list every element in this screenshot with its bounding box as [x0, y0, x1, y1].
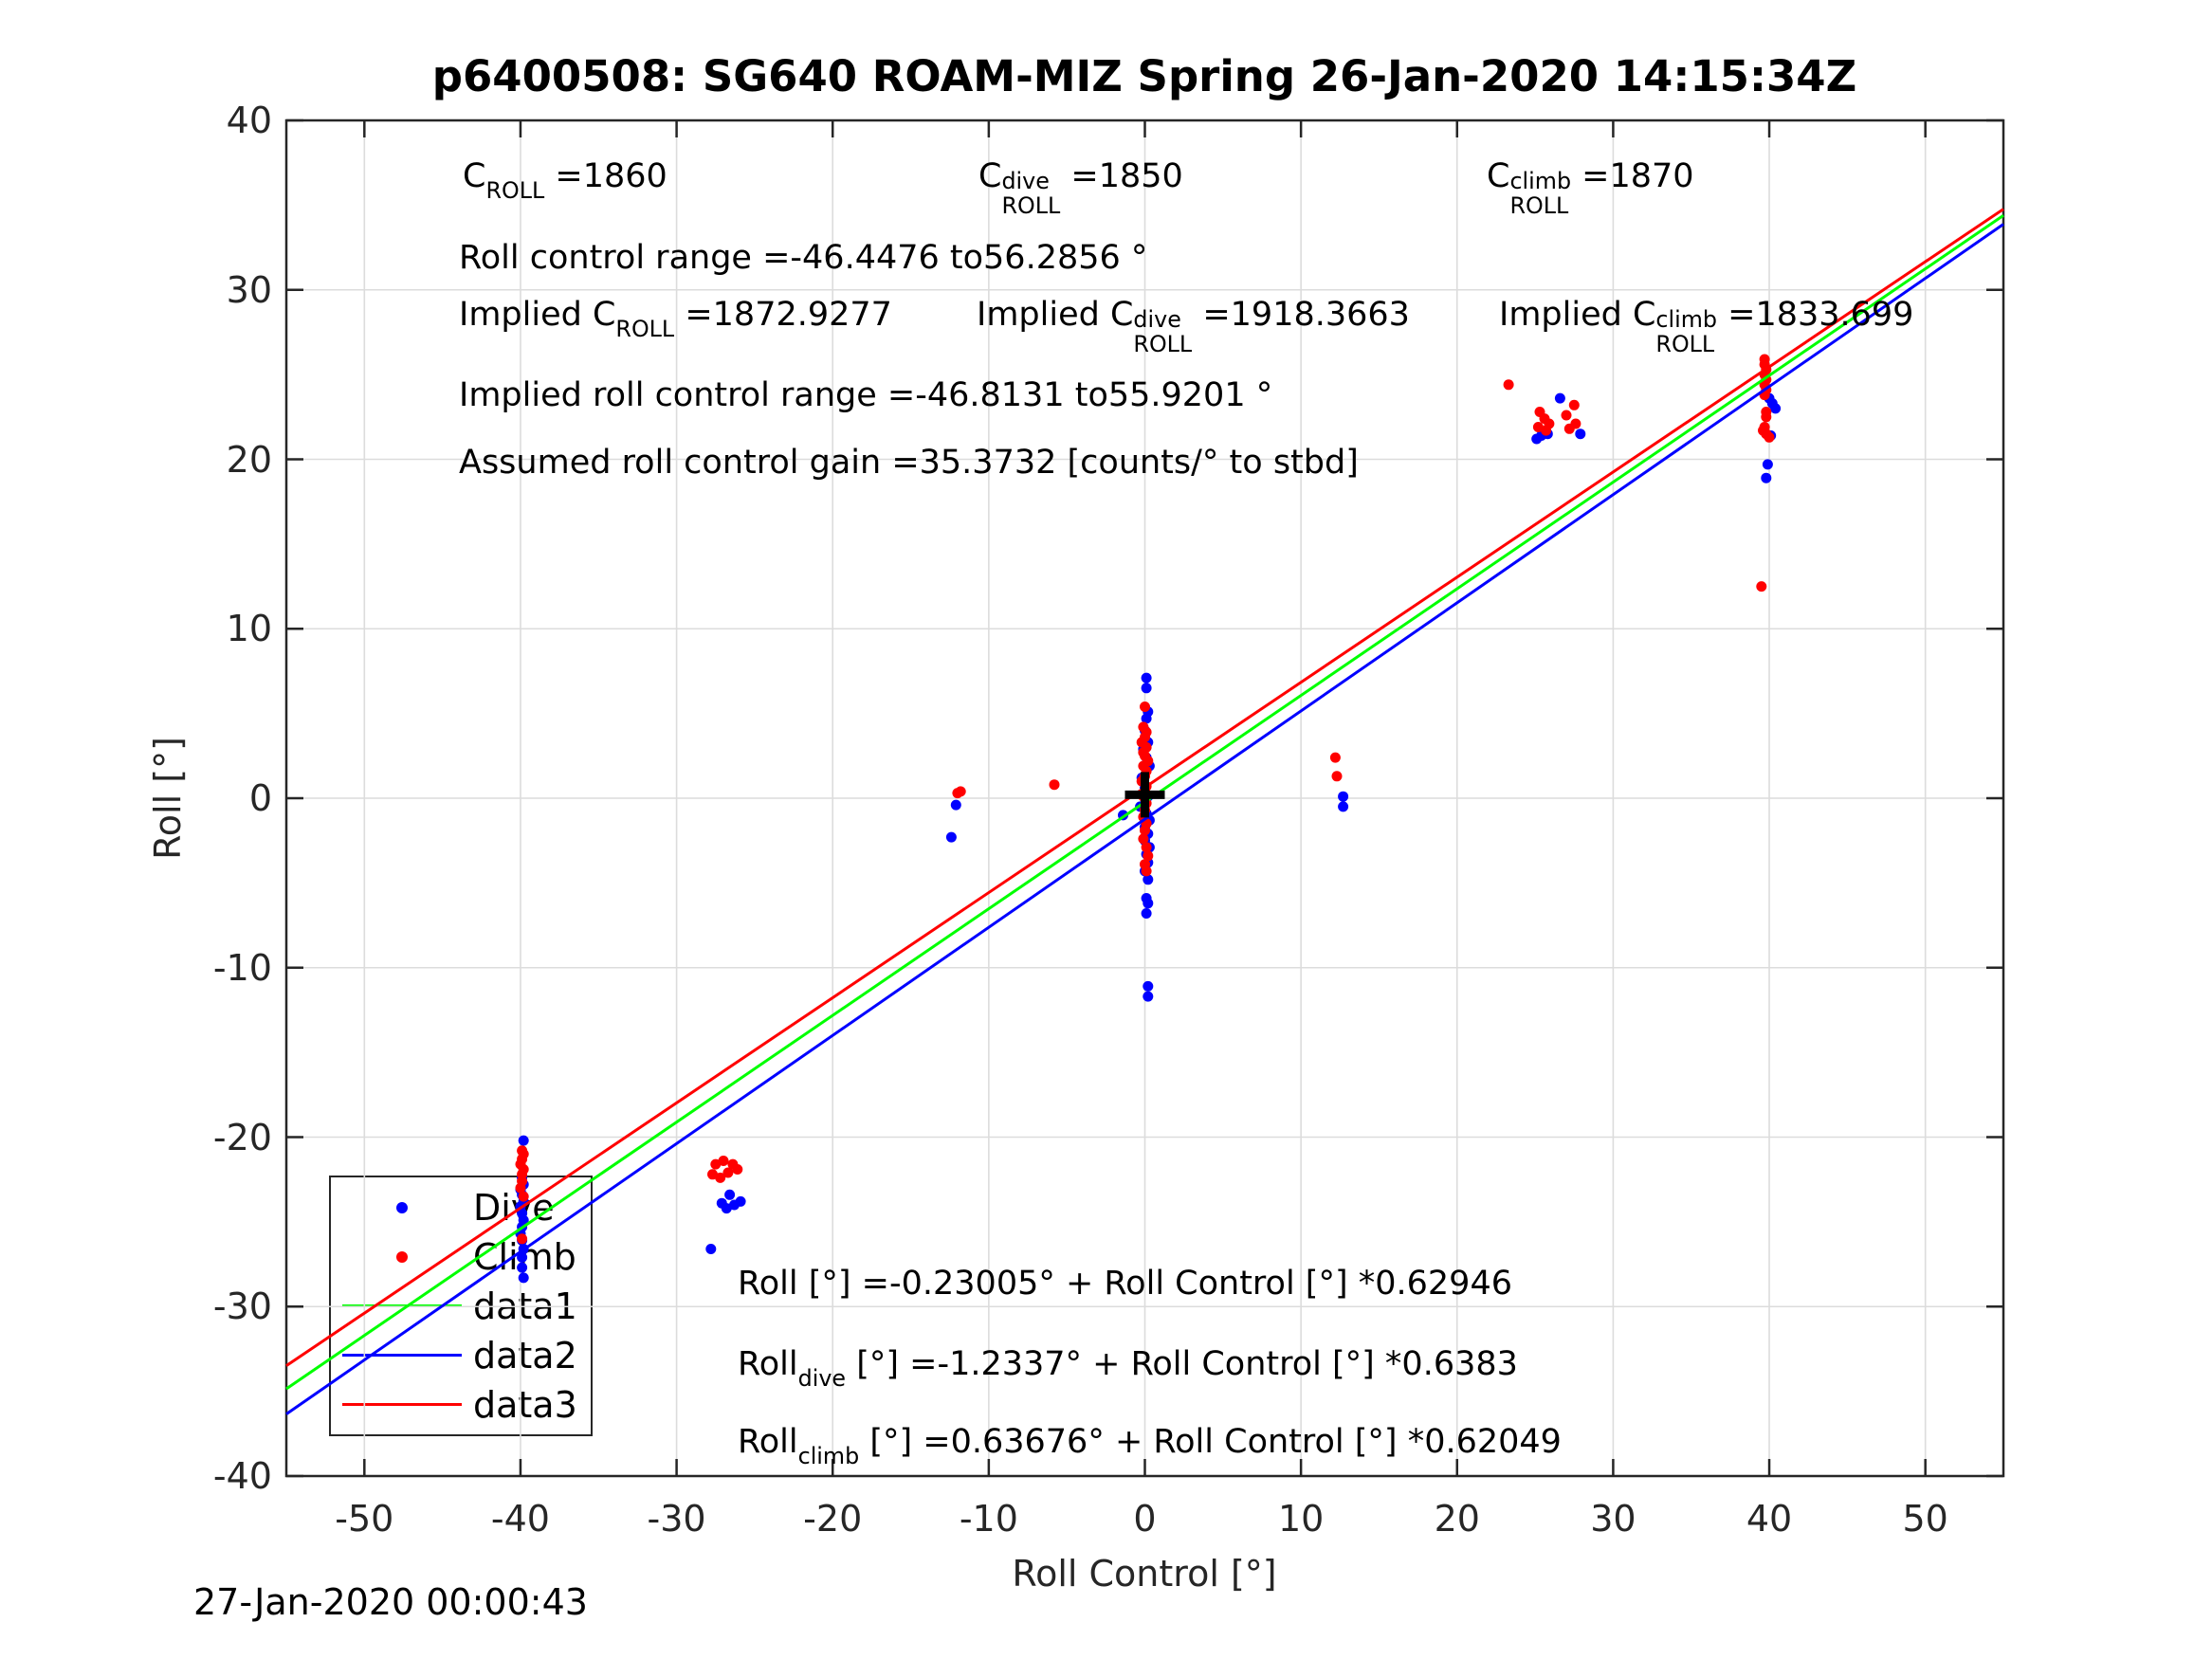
- climb-point: [518, 1191, 529, 1202]
- dive-point: [1338, 791, 1349, 802]
- climb-point: [1563, 423, 1575, 434]
- y-tick-label: 30: [226, 268, 272, 311]
- climb-point: [1329, 752, 1341, 763]
- dive-point: [517, 1251, 528, 1263]
- x-tick-label: 30: [1590, 1498, 1636, 1540]
- legend-item-data2: data2: [331, 1331, 591, 1380]
- climb-point: [1764, 431, 1775, 443]
- climb-point: [1568, 399, 1580, 410]
- climb-point: [1561, 410, 1572, 421]
- annotation: CROLL =1860: [463, 157, 667, 204]
- dive-point: [1575, 428, 1586, 440]
- y-tick-label: -10: [212, 946, 272, 989]
- timestamp: 27-Jan-2020 00:00:43: [193, 1581, 588, 1623]
- y-tick-label: 20: [226, 438, 272, 481]
- x-tick-label: 0: [1133, 1498, 1157, 1540]
- dive-point: [1761, 472, 1772, 483]
- fit-line-data2: [285, 223, 2004, 1415]
- climb-point: [1141, 842, 1152, 853]
- x-tick-label: 20: [1434, 1498, 1480, 1540]
- climb-point: [718, 1156, 729, 1166]
- climb-point: [1049, 779, 1060, 791]
- legend-label: data3: [473, 1383, 577, 1426]
- legend-dot-marker: [331, 1250, 473, 1263]
- y-tick-label: 0: [248, 777, 272, 819]
- dive-point: [1141, 713, 1152, 724]
- climb-point: [1138, 833, 1149, 845]
- dive-point: [518, 1272, 529, 1284]
- climb-point: [1503, 379, 1514, 391]
- climb-point: [515, 1182, 526, 1194]
- dive-point: [735, 1195, 746, 1207]
- x-tick-label: 10: [1277, 1498, 1325, 1540]
- dive-point: [950, 799, 961, 811]
- annotation: Roll [°] =-0.23005° + Roll Control [°] *…: [738, 1265, 1512, 1303]
- y-tick-label: 40: [226, 100, 272, 141]
- climb-point: [722, 1167, 734, 1178]
- legend-line-marker: [331, 1403, 473, 1406]
- legend-line-marker: [331, 1354, 473, 1357]
- dive-point: [1141, 672, 1152, 684]
- climb-point: [732, 1164, 743, 1175]
- dive-point: [1143, 980, 1154, 992]
- annotation: Assumed roll control gain =35.3732 [coun…: [459, 444, 1359, 482]
- climb-point: [1140, 825, 1150, 836]
- climb-point: [715, 1172, 726, 1183]
- dive-point: [1143, 874, 1154, 885]
- y-tick-label: 10: [226, 608, 272, 650]
- x-tick-label: -20: [803, 1498, 863, 1540]
- annotation: Rolldive [°] =-1.2337° + Roll Control [°…: [738, 1345, 1518, 1392]
- dive-point: [1141, 683, 1152, 694]
- x-axis-label: Roll Control [°]: [1012, 1553, 1277, 1595]
- climb-point: [710, 1158, 722, 1170]
- climb-point: [955, 786, 966, 797]
- dive-point: [945, 831, 957, 843]
- dive-point: [518, 1135, 529, 1146]
- climb-point: [707, 1169, 718, 1180]
- climb-point: [1143, 850, 1154, 862]
- x-tick-label: -30: [647, 1498, 706, 1540]
- y-tick-label: -30: [212, 1285, 272, 1328]
- dive-point: [705, 1244, 717, 1254]
- annotation: Rollclimb [°] =0.63676° + Roll Control […: [738, 1423, 1562, 1469]
- dive-point: [1554, 392, 1565, 404]
- x-tick-label: -50: [335, 1498, 394, 1540]
- climb-point: [1756, 581, 1767, 592]
- dive-point: [1141, 908, 1152, 919]
- climb-point: [1141, 866, 1152, 877]
- climb-point: [1761, 411, 1772, 423]
- legend-dot-marker: [331, 1201, 473, 1213]
- dive-point: [1143, 898, 1154, 909]
- y-tick-label: -20: [212, 1116, 272, 1158]
- x-tick-label: -40: [490, 1498, 550, 1540]
- annotation: Implied roll control range =-46.8131 to5…: [459, 376, 1273, 414]
- chart-title: p6400508: SG640 ROAM-MIZ Spring 26-Jan-2…: [431, 51, 1857, 101]
- dive-point: [1770, 403, 1782, 414]
- dive-point: [724, 1189, 736, 1200]
- climb-point: [1541, 425, 1552, 436]
- climb-point: [517, 1233, 528, 1245]
- x-tick-label: -10: [959, 1498, 1018, 1540]
- y-tick-label: -40: [212, 1455, 272, 1497]
- dive-point: [721, 1203, 732, 1214]
- annotation: Roll control range =-46.4476 to56.2856 °: [459, 239, 1148, 277]
- x-tick-label: 40: [1746, 1498, 1793, 1540]
- dive-point: [517, 1262, 528, 1273]
- climb-point: [1140, 702, 1150, 712]
- climb-point: [1331, 771, 1343, 782]
- annotation: Implied CROLL =1872.9277: [459, 296, 892, 342]
- dive-point: [1762, 459, 1773, 470]
- dive-point: [1338, 801, 1349, 812]
- x-tick-label: 50: [1902, 1498, 1948, 1540]
- dive-point: [1143, 991, 1154, 1002]
- legend-label: data2: [473, 1334, 577, 1376]
- climb-point: [1532, 422, 1544, 432]
- legend-item-data3: data3: [331, 1380, 591, 1430]
